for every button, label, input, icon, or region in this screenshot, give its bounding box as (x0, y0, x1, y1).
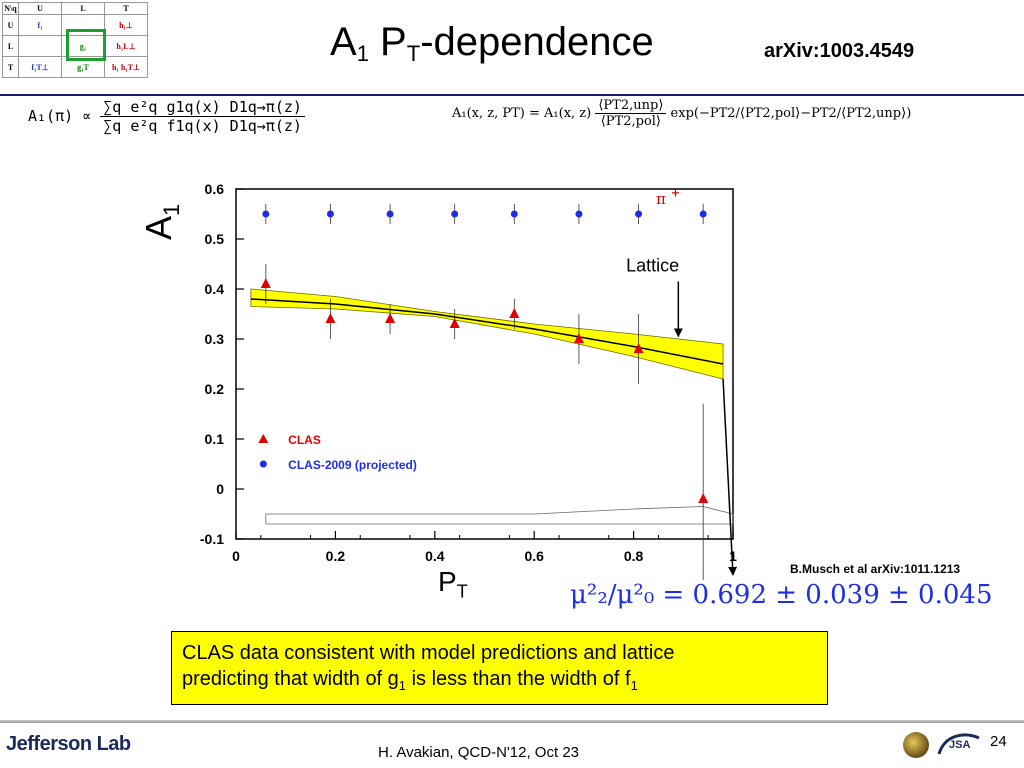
x-axis-label: PT (438, 566, 468, 603)
note-line2-sub1: 1 (398, 678, 407, 693)
y-tick-label: 0.4 (205, 281, 225, 297)
formula-a1-proportional: A₁(π) ∝ ∑q e²q g1q(x) D1q→π(z) ∑q e²q f1… (28, 98, 305, 135)
mu-ratio-arrow (722, 378, 738, 576)
x-axis-label-main: P (438, 566, 457, 597)
clas2009-point (575, 210, 583, 218)
footer-divider (0, 720, 1024, 723)
clas-point (633, 343, 644, 353)
page-number: 24 (990, 733, 1007, 750)
grid-cell: h₁⊥ (103, 14, 149, 37)
y-tick-label: 0.3 (205, 331, 225, 347)
formula2-exp: exp(−PT2/⟨PT2,pol⟩−PT2/⟨PT2,unp⟩) (670, 106, 912, 121)
y-axis-label: A1 (138, 204, 185, 240)
grid-cell: h₁ h₁T⊥ (103, 56, 149, 78)
clas2009-point (451, 210, 459, 218)
y-tick-label: 0.2 (205, 381, 225, 397)
clas2009-point (262, 210, 270, 218)
x-tick-label: 0.2 (326, 548, 346, 564)
clas-point (449, 318, 460, 328)
arxiv-ref: arXiv:1003.4549 (764, 40, 915, 62)
footer-credit: H. Avakian, QCD-N'12, Oct 23 (378, 744, 579, 761)
grid-col-header: T (103, 1, 149, 16)
title-a-sub: 1 (356, 41, 369, 66)
pi-plus-label: π (656, 190, 666, 208)
y-axis-label-main: A (138, 215, 179, 240)
grid-row-header: T (1, 56, 20, 78)
y-tick-label: 0 (216, 481, 224, 497)
note-line2-sub2: 1 (630, 678, 638, 693)
jefferson-lab-logo: Jefferson Lab (6, 733, 131, 755)
clas-point (698, 493, 709, 503)
grid-col-header: U (18, 1, 63, 16)
doe-seal-icon (903, 732, 929, 758)
note-line-2: predicting that width of g1 is less than… (182, 666, 817, 699)
page-title: A1 PT-dependence (330, 20, 654, 67)
clas2009-point (326, 210, 334, 218)
conclusion-note: CLAS data consistent with model predicti… (171, 631, 828, 705)
note-line2-b: is less than the width of f (406, 668, 631, 690)
y-tick-label: 0.5 (205, 231, 225, 247)
formula2-numerator: ⟨PT2,unp⟩ (595, 98, 667, 114)
grid-highlight-box (66, 29, 106, 61)
header-divider (0, 94, 1024, 96)
grid-corner: N\q (1, 1, 20, 16)
y-tick-label: 0.1 (205, 431, 225, 447)
formula2-fraction: ⟨PT2,unp⟩ ⟨PT2,pol⟩ (595, 98, 667, 129)
x-axis-label-sub: T (456, 581, 468, 602)
clas2009-point (510, 210, 518, 218)
plot-frame (235, 188, 734, 540)
legend-label: CLAS (288, 433, 321, 447)
note-line2-a: predicting that width of g (182, 668, 399, 690)
x-tick-label: 0.8 (624, 548, 644, 564)
formula2-lhs: A₁(x, z, PT) = A₁(x, z) (452, 106, 592, 121)
legend-marker-clas (258, 434, 269, 443)
grid-cell: f₁T⊥ (18, 56, 63, 78)
grid-cell: f₁ (18, 14, 63, 37)
systematic-band (265, 506, 734, 525)
legend-marker-clas2009 (259, 460, 267, 468)
musch-reference: B.Musch et al arXiv:1011.1213 (790, 562, 961, 576)
formula-a1-pt: A₁(x, z, PT) = A₁(x, z) ⟨PT2,unp⟩ ⟨PT2,p… (452, 98, 911, 129)
clas-point (509, 308, 520, 318)
clas2009-point (635, 210, 643, 218)
x-tick-label: 0.6 (524, 548, 544, 564)
clas2009-point (699, 210, 707, 218)
title-p: P (368, 20, 407, 64)
y-tick-label: 0.6 (205, 181, 225, 197)
jsa-logo-icon: JSA (937, 733, 980, 755)
title-p-sub: T (406, 41, 421, 66)
grid-row-header: U (1, 14, 20, 37)
x-tick-label: 0 (232, 548, 240, 564)
grid-cell: h₁L⊥ (103, 35, 149, 58)
clas-point (260, 278, 271, 288)
y-tick-label: -0.1 (200, 531, 224, 547)
grid-cell (18, 35, 63, 58)
title-rest: -dependence (420, 20, 654, 64)
clas-point (385, 313, 396, 323)
model-curve (250, 298, 724, 365)
pi-plus-superscript: + (671, 187, 680, 200)
clas-point (573, 333, 584, 343)
mu-ratio-result: μ²₂/μ²₀ = 0.692 ± 0.039 ± 0.045 (570, 580, 993, 610)
x-tick-label: 1 (729, 548, 737, 564)
clas2009-point (386, 210, 394, 218)
grid-row-header: L (1, 35, 20, 58)
grid-col-header: L (61, 1, 105, 16)
formula1-lhs: A₁(π) ∝ (28, 107, 92, 125)
note-line-1: CLAS data consistent with model predicti… (182, 642, 675, 664)
formula1-numerator: ∑q e²q g1q(x) D1q→π(z) (100, 98, 305, 117)
formula1-fraction: ∑q e²q g1q(x) D1q→π(z) ∑q e²q f1q(x) D1q… (100, 98, 305, 135)
a1-pt-chart: 0 0.2 0.4 0.6 0.8 1 -0.1 0 0.1 0.2 0.3 0.4 0.5 0.6 CLA… (200, 181, 738, 580)
x-tick-label: 0.4 (425, 548, 445, 564)
formula2-denominator: ⟨PT2,pol⟩ (600, 114, 662, 129)
formula1-denominator: ∑q e²q f1q(x) D1q→π(z) (103, 117, 302, 135)
clas-point (325, 313, 336, 323)
jsa-text: JSA (949, 739, 970, 751)
legend-label: CLAS-2009 (projected) (288, 458, 417, 472)
title-a: A (330, 20, 357, 64)
lattice-label: Lattice (626, 256, 679, 276)
